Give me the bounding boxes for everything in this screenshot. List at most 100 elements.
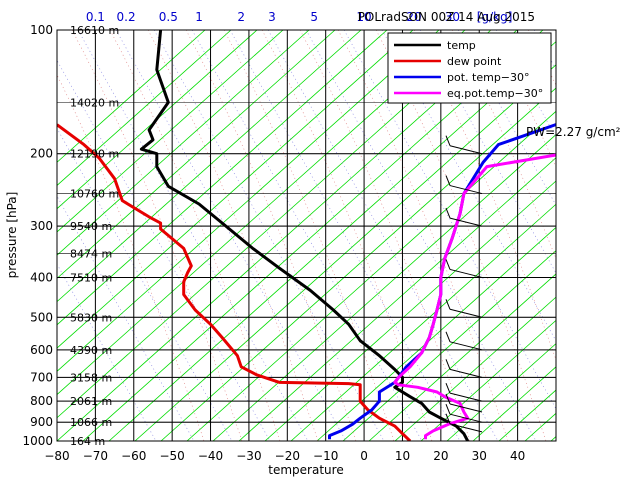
altitude-label: 2061 m [70, 395, 112, 408]
mixing-ratio-label: 0.2 [117, 10, 136, 24]
mixing-ratio-line [191, 30, 423, 441]
isotherm-line [603, 30, 640, 441]
isotherm-line [57, 30, 362, 303]
mixing-ratio-line [57, 59, 271, 441]
mixing-ratio-line [57, 127, 233, 441]
series-line-dew-point [57, 123, 412, 441]
altitude-label: 1066 m [70, 416, 112, 429]
wind-barb-flag [445, 175, 451, 186]
mixing-ratio-label: 1 [195, 10, 203, 24]
y-tick-label: 500 [30, 310, 53, 324]
plot-frame [56, 29, 557, 442]
x-tick-label: 10 [395, 449, 410, 463]
x-axis-label: temperature [268, 463, 343, 477]
legend-label-pottemp: pot. temp−30° [447, 71, 530, 84]
wind-barb-flag [445, 393, 451, 405]
wind-barb [449, 185, 483, 195]
wind-barb [449, 392, 483, 402]
wind-barb [449, 268, 483, 278]
isotherm-line [57, 30, 388, 326]
wind-barb [449, 368, 483, 378]
altitude-label: 12190 m [70, 148, 119, 161]
mixing-ratio-line [305, 30, 537, 441]
x-tick-label: 30 [472, 449, 487, 463]
x-tick-label: −10 [313, 449, 338, 463]
mixing-ratio-labels: 0.1 0.2 0.5 1 2 3 5 10 20 30 [g/kg] [86, 10, 513, 24]
altitude-label: 10760 m [70, 188, 119, 201]
x-tick-label: 40 [510, 449, 525, 463]
isotherm-line [446, 343, 556, 441]
mixing-ratio-line [610, 30, 640, 441]
series-group [57, 30, 556, 441]
altitude-label: 16610 m [70, 24, 119, 37]
legend: temp dew point pot. temp−30° eq.pot.temp… [387, 32, 552, 104]
y-tick-label: 600 [30, 343, 53, 357]
altitude-label: 4390 m [70, 344, 112, 357]
altitude-label: 14020 m [70, 96, 119, 109]
wind-barb [449, 145, 483, 155]
wind-barb-flag [445, 299, 451, 310]
x-tick-label: −70 [83, 449, 108, 463]
altitude-label: 7510 m [70, 271, 112, 284]
mixing-ratio-label: 2 [237, 10, 245, 24]
y-tick-label: 900 [30, 415, 53, 429]
adiabat-line [604, 30, 640, 441]
altitude-label: 8474 m [70, 248, 112, 261]
y-tick-label: 400 [30, 270, 53, 284]
isotherm-line [57, 30, 206, 163]
altitude-label: 164 m [70, 435, 105, 448]
mixing-ratio-line [267, 30, 499, 441]
y-axis-label: pressure [hPa] [5, 192, 19, 279]
legend-label-eqpottemp: eq.pot.temp−30° [447, 87, 543, 100]
y-tick-labels: 100 200 300 400 500 600 700 800 900 1000 [22, 23, 53, 448]
series-line-temp [139, 30, 470, 441]
isotherm-line [629, 30, 640, 441]
altitude-label: 5830 m [70, 311, 112, 324]
mixing-ratio-line [343, 30, 556, 410]
wind-barb [449, 341, 483, 351]
isotherm-line [57, 30, 440, 372]
isotherm-line [186, 110, 556, 441]
isotherm-line [472, 366, 556, 441]
mixing-ratio-label: 3 [268, 10, 276, 24]
wind-barb-flag [445, 404, 451, 415]
x-tick-label: −40 [198, 449, 223, 463]
y-tick-label: 1000 [22, 434, 53, 448]
mixing-ratio-label: 10 [356, 10, 371, 24]
mixing-ratio-line [115, 30, 347, 441]
wind-barb [449, 217, 483, 227]
mixing-ratio-label: 0.1 [86, 10, 105, 24]
adiabat-line [566, 30, 640, 441]
y-tick-label: 700 [30, 370, 53, 384]
isotherm-line [368, 273, 556, 441]
chart-title: POLradSON 00Z 14 Aug 2015 [358, 10, 535, 24]
isotherm-line [57, 30, 414, 349]
isotherm-line [290, 203, 556, 441]
mixing-ratio-line [229, 30, 461, 441]
isotherm-line [264, 180, 556, 441]
isotherm-line [57, 30, 232, 187]
pw-annotation: PW=2.27 g/cm² [526, 125, 621, 139]
isotherm-line [577, 30, 640, 441]
x-tick-label: −30 [236, 449, 261, 463]
x-tick-label: −50 [159, 449, 184, 463]
wind-barb [449, 403, 483, 413]
x-tick-label: −20 [275, 449, 300, 463]
series-line-eq-pot-temp [393, 153, 556, 440]
mixing-ratio-label: [g/kg] [477, 10, 513, 24]
mixing-ratio-line [77, 30, 309, 441]
mixing-ratio-line [57, 195, 195, 441]
legend-label-temp: temp [447, 39, 476, 52]
altitude-labels: 16610 m 14020 m 12190 m 10760 m 9540 m 8474 m… [70, 24, 119, 448]
wind-barb-flag [445, 331, 451, 343]
isotherm-line [57, 30, 310, 256]
isotherm-line [316, 226, 556, 441]
isotherm-line [57, 30, 258, 210]
wind-barb-flag [445, 382, 451, 394]
y-tick-label: 300 [30, 219, 53, 233]
mixing-ratio-label: 0.5 [159, 10, 178, 24]
wind-barb-flag [445, 207, 451, 219]
mixing-ratio-line [57, 263, 157, 441]
isotherm-line [238, 157, 556, 441]
